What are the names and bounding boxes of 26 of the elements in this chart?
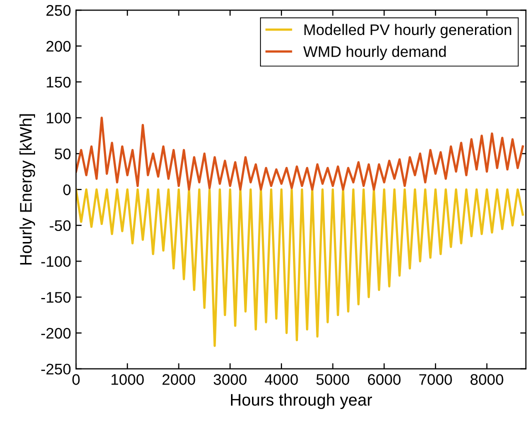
y-tick-label: -250 <box>41 364 71 375</box>
y-tick-label: 0 <box>63 184 71 196</box>
y-axis-title: Hourly Energy [kWh] <box>20 114 36 265</box>
legend-label: Modelled PV hourly generation <box>304 24 512 38</box>
x-tick-label: 3000 <box>214 374 246 385</box>
y-tick-label: -150 <box>41 292 71 303</box>
y-tick-label: 150 <box>46 76 71 88</box>
y-tick-label: 50 <box>54 148 71 160</box>
x-tick-label: 2000 <box>162 374 196 385</box>
line-series <box>76 188 524 348</box>
line-series <box>76 116 524 191</box>
y-tick-label: 200 <box>46 40 71 52</box>
y-tick-label: -200 <box>41 328 71 339</box>
x-tick-label: 0 <box>72 374 80 385</box>
x-tick-label: 1000 <box>112 374 144 385</box>
y-tick-label: 250 <box>46 5 71 16</box>
x-tick-label: 7000 <box>419 374 452 385</box>
y-tick-label: 100 <box>46 112 71 124</box>
x-tick-label: 6000 <box>368 374 401 385</box>
y-tick-label: -100 <box>41 256 71 267</box>
y-tick-label: -50 <box>50 220 71 232</box>
x-tick-label: 4000 <box>264 374 298 385</box>
legend-label: WMD hourly demand <box>303 46 446 60</box>
x-tick-label: 8000 <box>470 374 504 385</box>
x-axis-title: Hours through year <box>231 394 372 410</box>
x-tick-label: 5000 <box>316 374 350 385</box>
